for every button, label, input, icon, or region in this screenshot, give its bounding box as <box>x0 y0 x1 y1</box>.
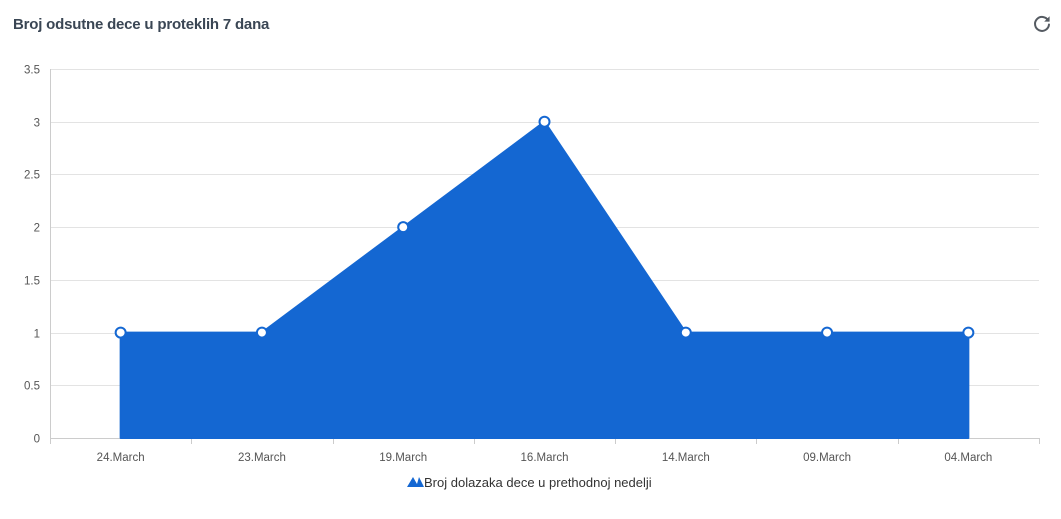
x-tick-label: 04.March <box>944 452 992 464</box>
data-point-marker[interactable] <box>397 221 410 234</box>
y-tick-label: 0.5 <box>24 381 40 393</box>
x-tick-label: 14.March <box>662 452 710 464</box>
y-tick-label: 1.5 <box>24 276 40 288</box>
tick-labels: 0 0.5 1 1.5 2 2.5 3 3.5 24.March 23.March 19.March… <box>24 65 992 465</box>
series-area-fill <box>119 120 970 439</box>
data-point-marker[interactable] <box>821 326 834 339</box>
x-tick-label: 09.March <box>803 452 851 464</box>
card-header: Broj odsutne dece u proteklih 7 dana <box>0 0 1061 50</box>
data-point-marker[interactable] <box>679 326 692 339</box>
y-tick-label: 1 <box>34 329 40 341</box>
series-area <box>119 120 970 439</box>
data-point-marker[interactable] <box>114 326 127 339</box>
y-tick-label: 2.5 <box>24 170 40 182</box>
chart-title: Broj odsutne dece u proteklih 7 dana <box>13 16 270 33</box>
y-tick-label: 3 <box>34 118 40 130</box>
legend[interactable]: Broj dolazaka dece u prethodnoj nedelji <box>407 475 652 490</box>
y-tick-label: 0 <box>34 434 40 446</box>
refresh-icon <box>1034 15 1050 32</box>
x-tick-label: 23.March <box>238 452 286 464</box>
legend-swatch <box>407 477 424 487</box>
y-tick-label: 3.5 <box>24 65 40 77</box>
refresh-button[interactable] <box>1030 12 1054 36</box>
x-tick-label: 16.March <box>521 452 569 464</box>
x-tick-label: 19.March <box>379 452 427 464</box>
x-tick-label: 24.March <box>97 452 145 464</box>
data-point-marker[interactable] <box>962 326 975 339</box>
y-tick-label: 2 <box>34 223 40 235</box>
data-point-marker[interactable] <box>255 326 268 339</box>
data-point-marker[interactable] <box>538 115 551 128</box>
legend-label[interactable]: Broj dolazaka dece u prethodnoj nedelji <box>424 475 652 490</box>
series-markers <box>114 115 975 339</box>
